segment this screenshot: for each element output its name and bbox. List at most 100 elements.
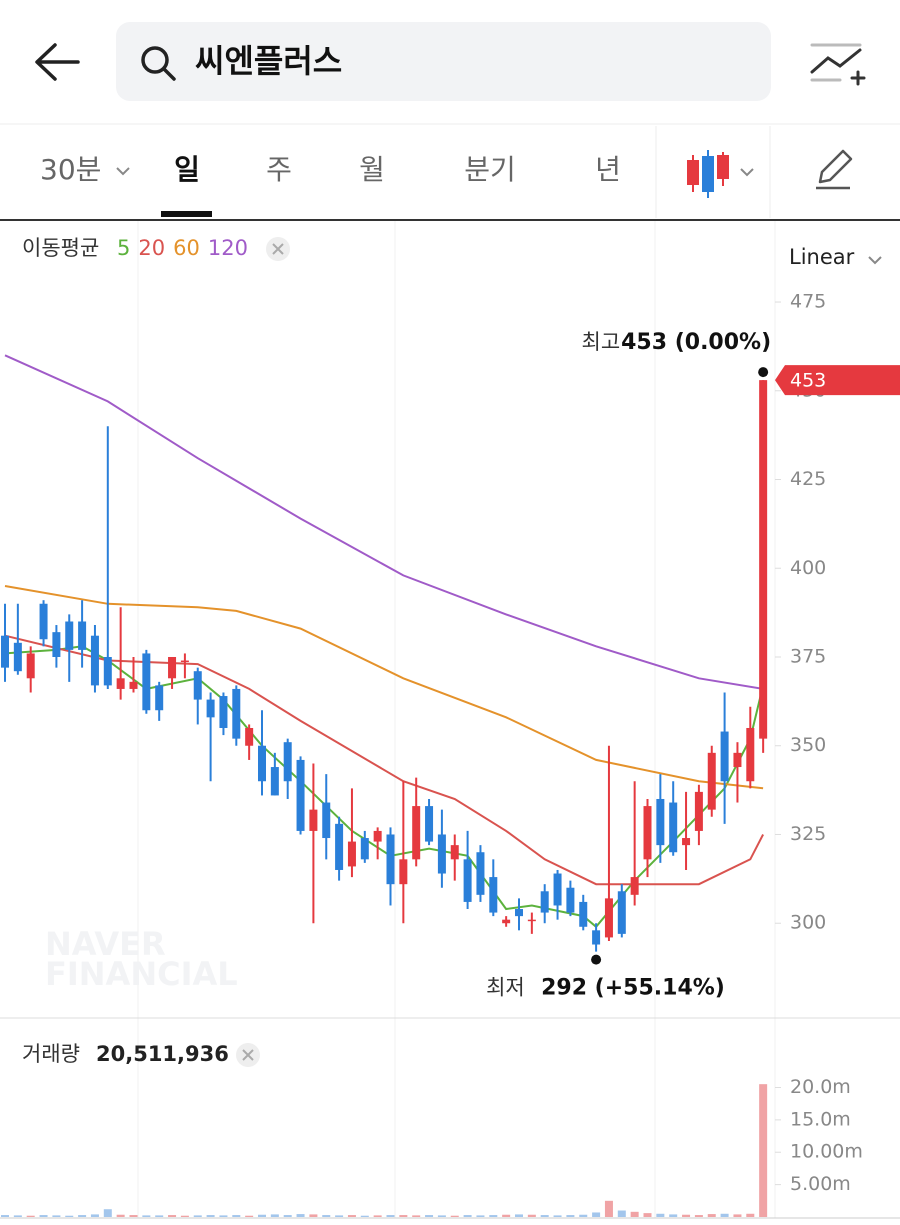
search-box[interactable] <box>116 22 771 101</box>
volume-bar <box>232 1215 241 1217</box>
scale-mode[interactable]: Linear <box>789 245 855 269</box>
volume-bar <box>129 1215 138 1217</box>
candle-body <box>592 930 601 945</box>
volume-bar <box>746 1213 755 1217</box>
volume-bar <box>180 1215 189 1217</box>
candle-body <box>283 742 292 782</box>
compare-icon[interactable] <box>810 43 866 86</box>
volume-bar <box>39 1215 48 1217</box>
volume-bar <box>26 1215 35 1217</box>
back-button[interactable] <box>35 43 80 81</box>
y-tick-label: 300 <box>790 912 826 934</box>
tab[interactable]: 년 <box>595 153 621 186</box>
candle-body <box>515 909 523 917</box>
volume-bar <box>592 1212 601 1217</box>
tab[interactable]: 일 <box>174 153 200 186</box>
candle-body <box>759 380 768 739</box>
volume-bar <box>206 1215 215 1217</box>
volume-bar <box>720 1213 729 1217</box>
ma-label: 이동평균 <box>22 236 99 260</box>
volume-bar <box>116 1214 125 1217</box>
candle-body <box>553 873 562 906</box>
candle-body <box>386 834 395 885</box>
candle-body <box>142 653 151 711</box>
candle-body <box>489 877 498 913</box>
volume-bar <box>155 1215 164 1217</box>
chart-type-icon[interactable] <box>687 150 729 198</box>
price-tag-label: 453 <box>790 370 826 392</box>
volume-bar <box>270 1214 279 1217</box>
search-text: 씨엔플러스 <box>195 42 342 80</box>
candle-body <box>694 791 703 831</box>
volume-bar <box>335 1215 344 1217</box>
volume-bar <box>617 1210 626 1217</box>
extreme-marker <box>758 367 769 378</box>
volume-bar <box>759 1084 768 1217</box>
candle-body <box>656 798 665 846</box>
volume-bar <box>579 1214 588 1217</box>
candle-body <box>180 660 189 663</box>
volume-bar <box>540 1215 549 1217</box>
volume-bar <box>142 1215 151 1217</box>
volume-bar <box>1 1215 9 1217</box>
volume-bar <box>386 1215 395 1217</box>
candle-body <box>232 688 241 739</box>
tab-underline <box>161 211 212 217</box>
volume-bar <box>309 1214 318 1217</box>
candle-body <box>437 834 446 874</box>
volume-bar <box>553 1215 562 1217</box>
volume-bar <box>347 1215 356 1217</box>
tab[interactable]: 30분 <box>40 153 101 186</box>
candle-body <box>129 681 138 689</box>
tab[interactable]: 분기 <box>464 153 516 186</box>
candle-body <box>476 852 485 895</box>
candle-body <box>258 745 266 782</box>
volume-bar <box>65 1215 74 1217</box>
candle-body <box>335 823 344 870</box>
volume-bar <box>322 1215 331 1217</box>
y-tick-label: 5.00m <box>790 1173 851 1195</box>
candle-body <box>52 632 61 657</box>
volume-bar <box>502 1214 511 1217</box>
candle-body <box>604 898 613 938</box>
candle-body <box>347 841 356 867</box>
volume-bar <box>604 1200 613 1217</box>
dropdown-icon <box>740 168 754 177</box>
candle-body <box>270 767 279 796</box>
candle-body <box>103 656 112 686</box>
tab[interactable]: 주 <box>266 153 292 186</box>
candle-body <box>13 642 22 672</box>
candle-body <box>527 919 536 922</box>
candle-body <box>707 752 716 810</box>
volume-bar <box>682 1214 691 1217</box>
volume-bar <box>168 1215 177 1217</box>
y-tick-label: 350 <box>790 734 826 756</box>
volume-bar <box>450 1215 459 1217</box>
candle-body <box>360 838 369 860</box>
candle-body <box>78 621 87 650</box>
volume-bar <box>296 1214 305 1217</box>
volume-bar <box>527 1214 536 1217</box>
y-tick-label: 425 <box>790 468 826 490</box>
draw-icon[interactable] <box>816 149 853 190</box>
volume-bar <box>630 1211 639 1217</box>
candle-body <box>412 806 421 860</box>
y-tick-label: 375 <box>790 645 826 667</box>
volume-bar <box>515 1214 523 1217</box>
watermark: FINANCIAL <box>45 955 238 993</box>
volume-bar <box>437 1215 446 1217</box>
legend-entry: 60 <box>173 236 200 260</box>
candle-body <box>720 731 729 782</box>
dropdown-icon <box>116 167 130 176</box>
volume-bar <box>733 1214 742 1217</box>
volume-bar <box>412 1215 421 1217</box>
candle-body <box>579 901 588 927</box>
y-tick-label: 10.00m <box>790 1141 863 1163</box>
candle-body <box>26 653 35 679</box>
legend-entry: 5 <box>117 236 130 260</box>
tab[interactable]: 월 <box>359 153 385 186</box>
volume-bar <box>193 1215 202 1217</box>
volume-bar <box>373 1215 382 1217</box>
close-icon <box>242 1049 254 1061</box>
y-tick-label: 325 <box>790 823 826 845</box>
